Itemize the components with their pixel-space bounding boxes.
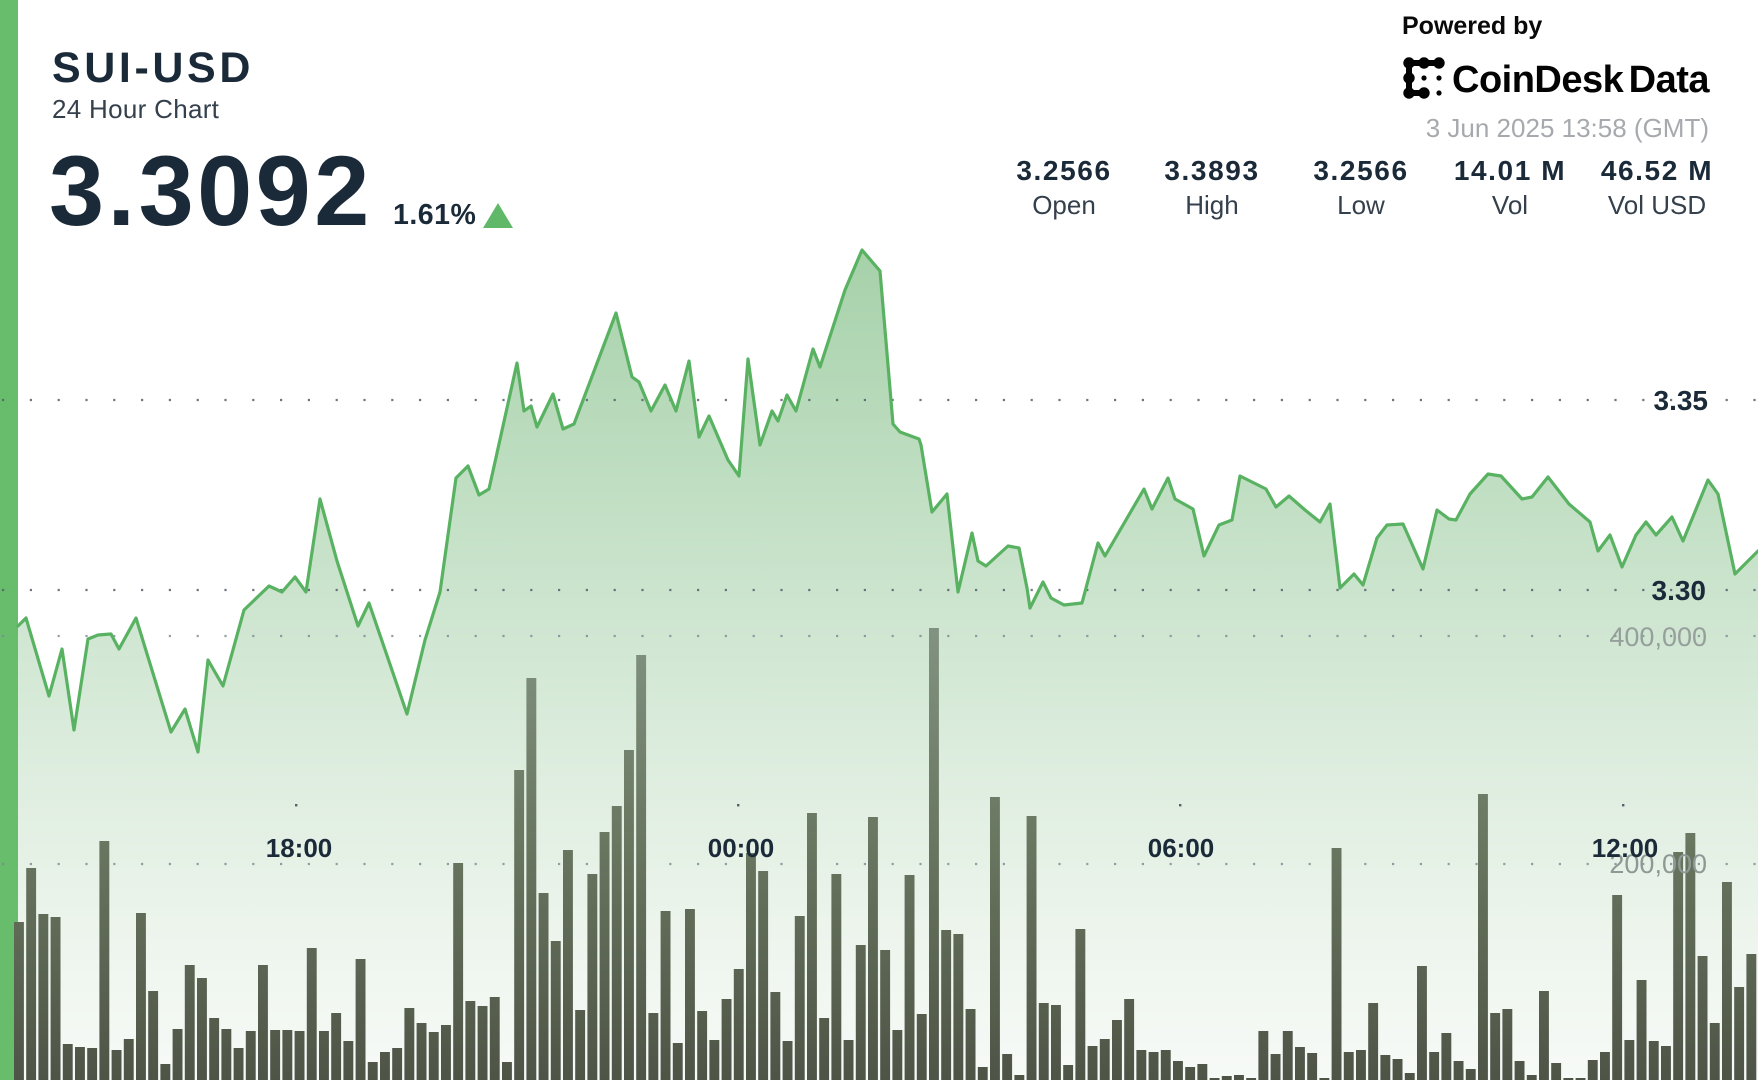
- svg-text:14.01 M: 14.01 M: [1454, 155, 1566, 186]
- svg-text:Vol USD: Vol USD: [1608, 190, 1706, 220]
- svg-text:Data: Data: [1629, 59, 1711, 101]
- svg-text:12:00: 12:00: [1592, 833, 1659, 863]
- svg-text:18:00: 18:00: [266, 833, 333, 863]
- svg-text:High: High: [1185, 190, 1238, 220]
- svg-text:3.30: 3.30: [1652, 575, 1707, 606]
- svg-text:3 Jun 2025 13:58 (GMT): 3 Jun 2025 13:58 (GMT): [1426, 113, 1709, 143]
- svg-text:00:00: 00:00: [708, 833, 775, 863]
- svg-text:24 Hour Chart: 24 Hour Chart: [52, 94, 220, 124]
- svg-text:3.2566: 3.2566: [1313, 155, 1408, 186]
- svg-text:3.2566: 3.2566: [1016, 155, 1111, 186]
- svg-text:46.52 M: 46.52 M: [1601, 155, 1713, 186]
- svg-text:1.61%: 1.61%: [393, 199, 476, 231]
- svg-text:3.3092: 3.3092: [49, 135, 373, 246]
- svg-text:3.3893: 3.3893: [1164, 155, 1259, 186]
- svg-text:3.35: 3.35: [1654, 385, 1709, 416]
- svg-text:400,000: 400,000: [1609, 622, 1707, 652]
- svg-text:Powered by: Powered by: [1402, 12, 1542, 40]
- svg-text:Open: Open: [1032, 190, 1096, 220]
- svg-text:06:00: 06:00: [1148, 833, 1215, 863]
- svg-text:200,000: 200,000: [1609, 849, 1707, 879]
- svg-text:Vol: Vol: [1492, 190, 1528, 220]
- svg-text:CoinDesk: CoinDesk: [1452, 59, 1625, 101]
- svg-text:Low: Low: [1337, 190, 1385, 220]
- svg-text:SUI-USD: SUI-USD: [52, 44, 254, 92]
